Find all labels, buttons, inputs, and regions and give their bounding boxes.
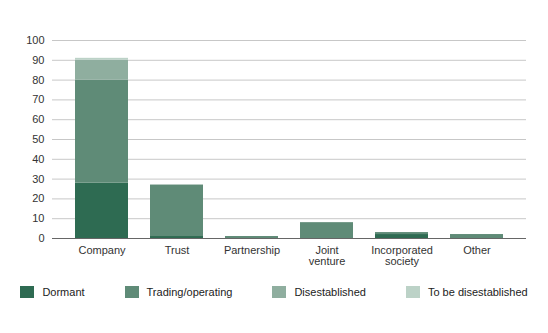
html-text:Disestablished: Disestablished xyxy=(294,286,366,298)
svg-text:60: 60 xyxy=(32,113,44,125)
svg-text:40: 40 xyxy=(32,153,44,165)
svg-text:100: 100 xyxy=(26,34,44,46)
svg-text:Jointventure: Jointventure xyxy=(309,244,346,267)
svg-text:Other: Other xyxy=(463,244,491,256)
svg-text:Incorporatedsociety: Incorporatedsociety xyxy=(371,244,433,267)
svg-text:50: 50 xyxy=(32,133,44,145)
svg-text:30: 30 xyxy=(32,173,44,185)
svg-text:0: 0 xyxy=(38,232,44,244)
svg-text:20: 20 xyxy=(32,192,44,204)
svg-text:Partnership: Partnership xyxy=(224,244,280,256)
html-text:Trading/operating: Trading/operating xyxy=(146,286,233,298)
svg-text:80: 80 xyxy=(32,74,44,86)
html-text:Dormant: Dormant xyxy=(42,286,85,298)
svg-text:Trust: Trust xyxy=(165,244,190,256)
svg-text:90: 90 xyxy=(32,54,44,66)
svg-text:10: 10 xyxy=(32,212,44,224)
svg-text:Company: Company xyxy=(78,244,126,256)
html-text:To be disestablished: To be disestablished xyxy=(427,286,528,298)
svg-text:70: 70 xyxy=(32,93,44,105)
